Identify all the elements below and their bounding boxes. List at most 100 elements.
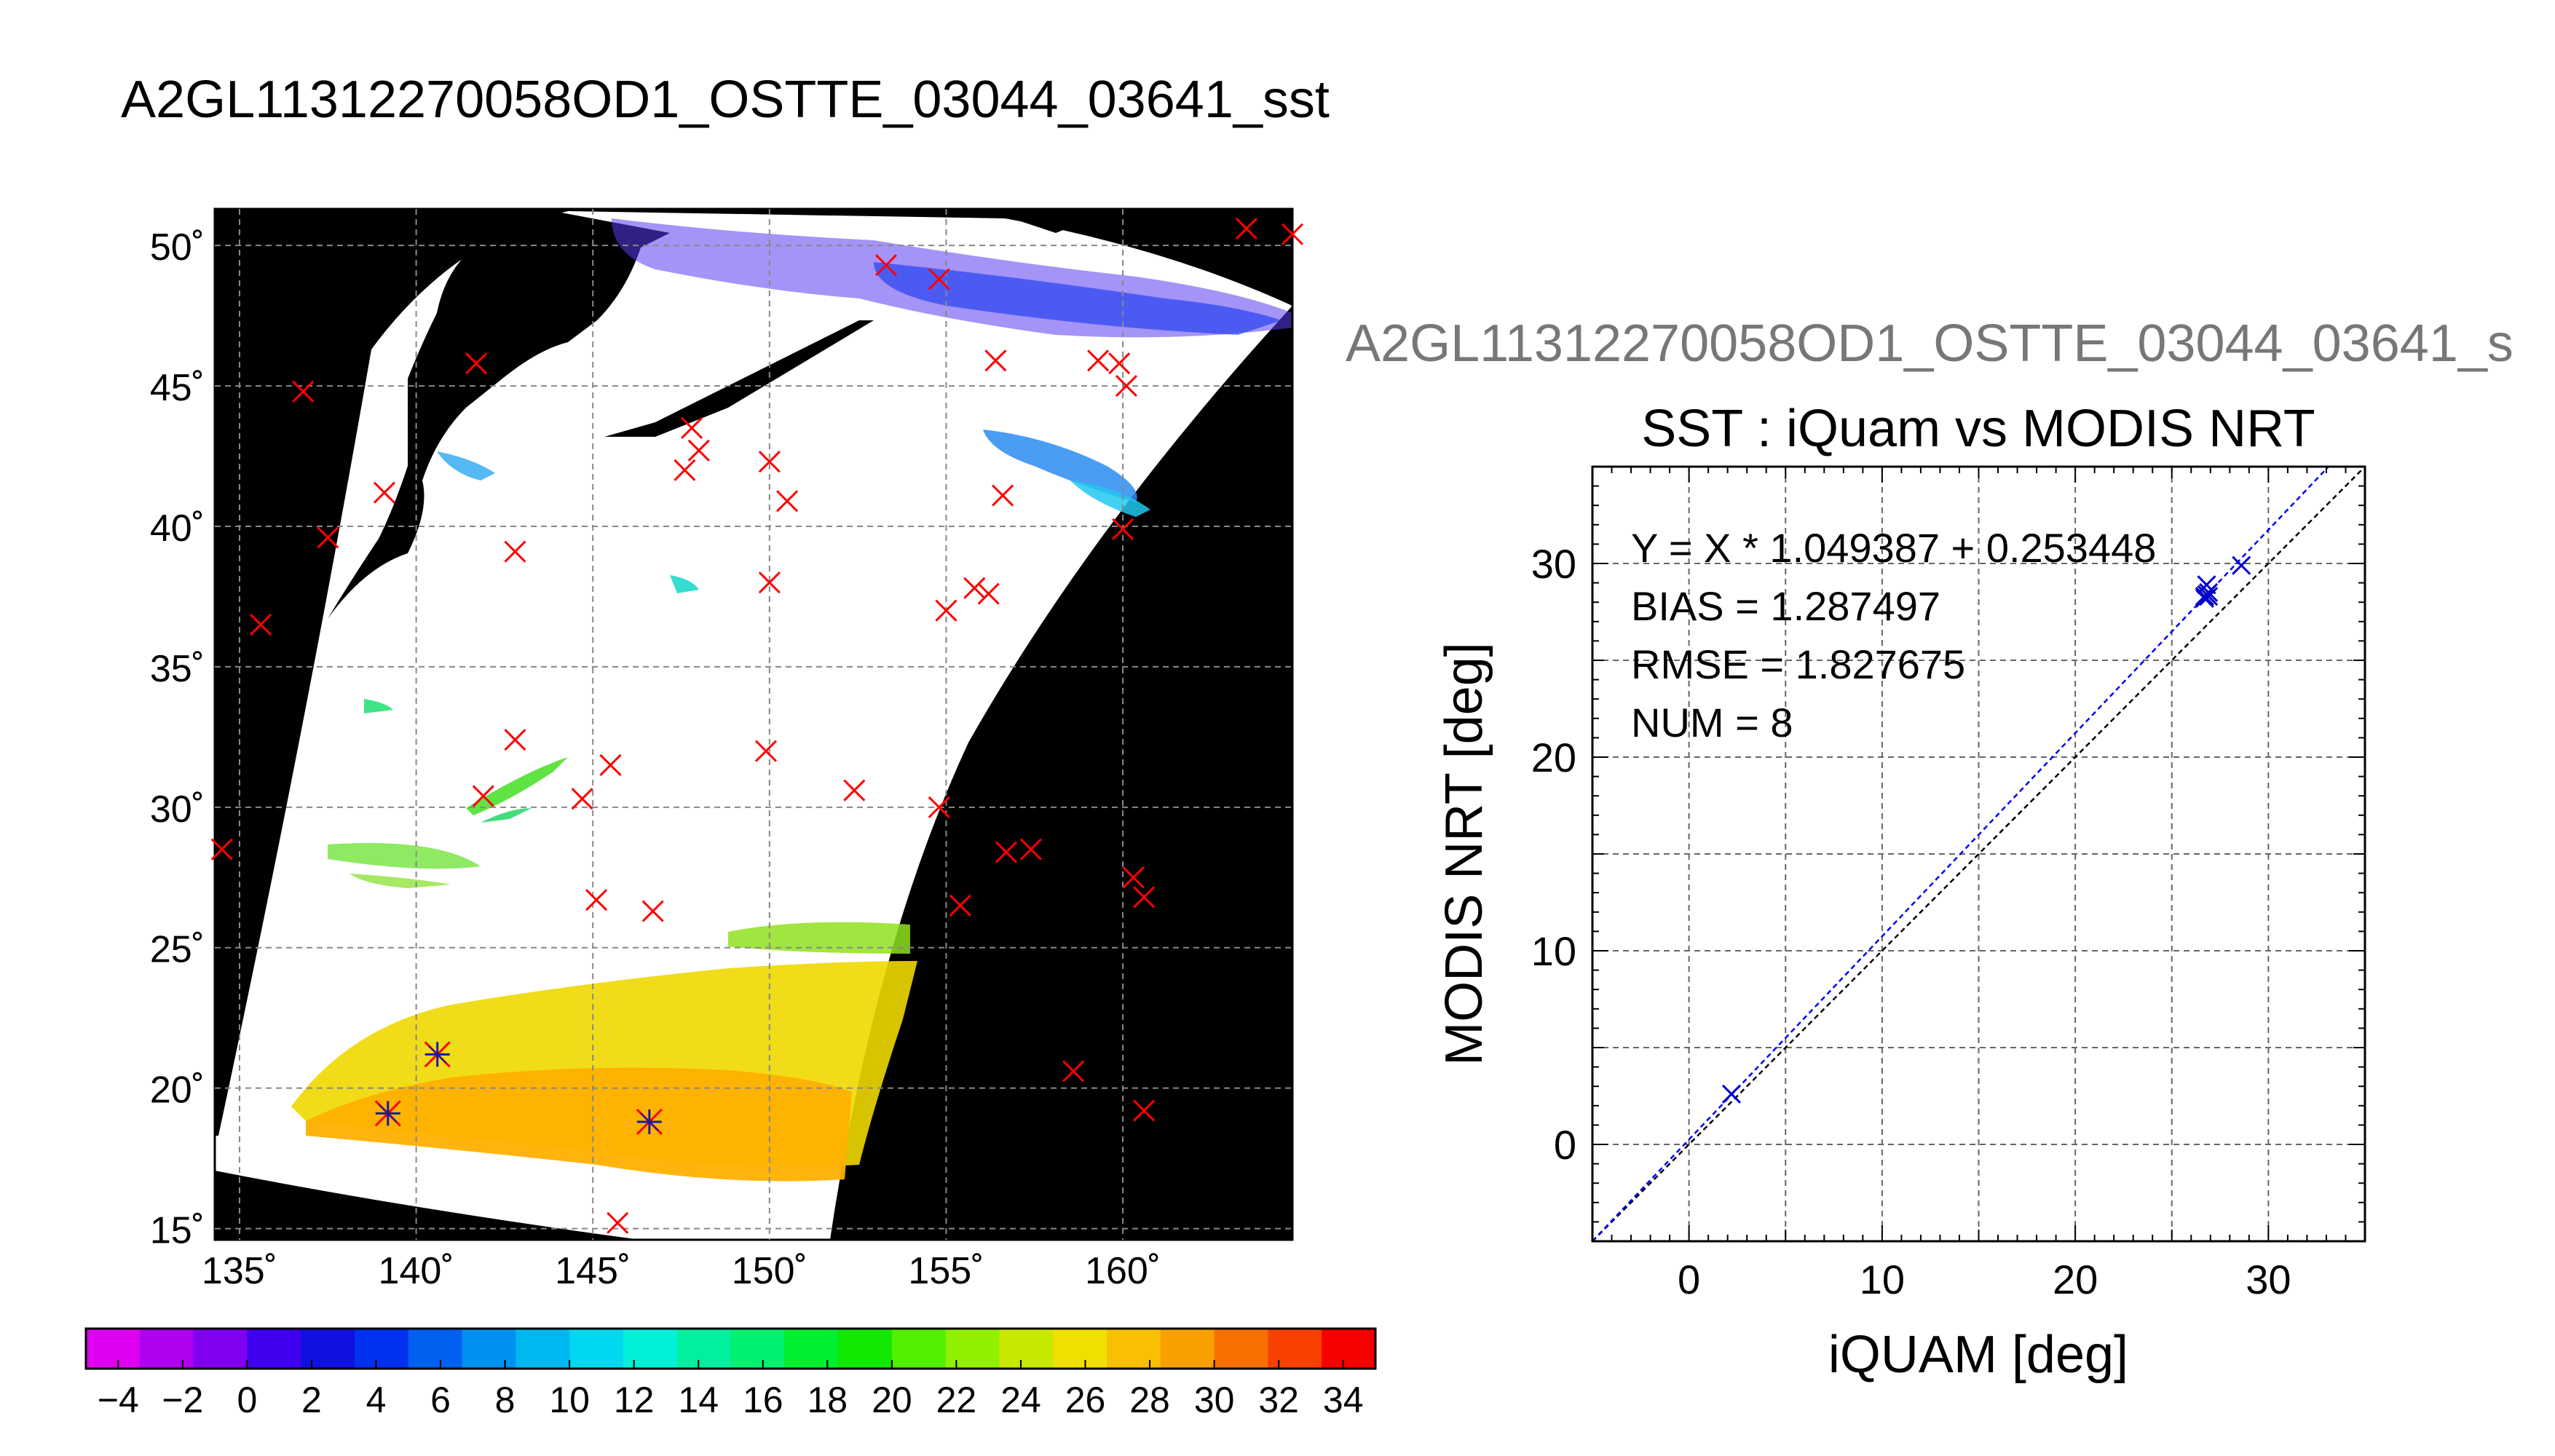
lon-tick-label: 150˚ [732,1250,807,1292]
lon-tick-label: 160˚ [1085,1250,1161,1292]
buoy-marker [250,613,272,636]
buoy-marker [1133,1099,1156,1122]
scatter-plot: 0 10 20 30 0 10 20 30 Y = X * 1.049387 + 0.253… [1435,465,2366,1384]
lon-tick-label: 140˚ [379,1250,454,1292]
land-sakhalin [502,211,553,313]
colorbar-tick-label: 0 [237,1380,257,1420]
colorbar-cell [676,1329,731,1369]
buoy-marker [1122,866,1145,889]
colorbar-cell [1268,1329,1322,1369]
buoy-marker [928,268,950,290]
y-tick-label: 0 [1554,1122,1576,1168]
colorbar-cell [999,1329,1054,1369]
lat-tick-label: 35˚ [150,648,205,690]
colorbar-tick-label: 30 [1194,1380,1235,1420]
lat-tick-label: 40˚ [150,507,205,550]
colorbar-cell [139,1329,194,1369]
buoy-marker [874,254,898,277]
y-tick-label: 30 [1531,541,1576,587]
lon-tick-label: 135˚ [202,1250,277,1292]
identity-line [1592,467,2365,1241]
colorbar-tick-label: 8 [495,1380,516,1420]
colorbar-tick-label: 2 [301,1380,322,1420]
buoy-marker [1235,217,1257,240]
buoy-marker [1133,886,1156,909]
colorbar-tick-label: 32 [1258,1380,1299,1420]
x-tick-label: 0 [1678,1257,1700,1302]
colorbar-cell [516,1329,570,1369]
x-tick-label: 30 [2246,1257,2291,1302]
scatter-ticks [1592,467,2365,1241]
buoy-marker [292,380,315,403]
colorbar-cell [569,1329,624,1369]
colorbar-cell [1053,1329,1107,1369]
matchup-marker [424,1041,451,1068]
colorbar-cell [623,1329,678,1369]
land-japan [328,211,670,619]
buoy-marker [641,900,664,922]
land-kamchatka [990,211,1092,233]
buoy-marker [935,599,957,622]
scatter-points [1721,555,2251,1104]
colorbar-cell [193,1329,248,1369]
colorbar-tick-label: 24 [1000,1380,1041,1420]
annotation-num: NUM = 8 [1631,700,1793,745]
y-axis-label: MODIS NRT [deg] [1435,642,1493,1066]
map-gridlines [215,209,1292,1240]
sst-colorbar: −4 −2 0 2 4 6 8 10 12 14 16 18 20 22 24 26 28 30 32 34 [84,1327,1377,1420]
scatter-point [2199,582,2219,602]
buoy-marker [758,571,781,594]
buoy-marker [317,526,339,549]
buoy-marker [1112,518,1134,540]
buoy-marker [1087,349,1110,372]
buoy-marker [585,889,608,911]
colorbar-cell [354,1329,409,1369]
buoy-marker [472,785,494,807]
buoy-marker [1062,1060,1085,1083]
buoy-marker [928,796,950,818]
colorbar-cell [1160,1329,1215,1369]
colorbar-cell [408,1329,463,1369]
lon-tick-label: 155˚ [908,1250,984,1292]
buoy-marker [843,779,866,802]
longitude-labels: 135˚ 140˚ 145˚ 150˚ 155˚ 160˚ [202,1250,1161,1292]
buoy-marker [210,838,233,860]
colorbar-tick-label: 4 [366,1380,387,1420]
buoy-marker [465,352,488,375]
buoy-marker [754,740,778,762]
scatter-gridlines [1592,467,2365,1241]
x-tick-labels: 0 10 20 30 [1678,1257,2291,1302]
colorbar-tick-label: 10 [549,1380,590,1420]
buoy-marker [504,540,526,563]
buoy-marker [599,753,622,777]
buoy-markers [210,217,1304,1234]
colorbar-tick-label: 12 [614,1380,655,1420]
scatter-point [2232,555,2251,575]
colorbar-cell [247,1329,301,1369]
colorbar-frame [84,1327,1377,1370]
buoy-marker [607,1211,629,1234]
buoy-marker [949,894,971,917]
x-tick-label: 10 [1860,1257,1905,1302]
colorbar-cell [838,1329,893,1369]
colorbar-cell [891,1329,947,1369]
buoy-marker [687,439,710,462]
buoy-marker [681,416,703,440]
colorbar-cell [1214,1329,1268,1369]
regression-line [1592,467,2330,1241]
matchup-marker [374,1100,401,1127]
scatter-point [2197,575,2216,595]
annotation-bias: BIAS = 1.287497 [1631,583,1940,629]
buoy-marker [963,577,986,599]
colorbar-tick-label: 28 [1129,1380,1170,1420]
page-title: A2GL11312270058OD1_OSTTE_03044_03641_sst [121,71,1330,129]
lat-tick-label: 15˚ [150,1210,205,1252]
buoy-marker [984,349,1007,372]
y-tick-label: 20 [1531,735,1576,780]
lat-tick-label: 25˚ [150,929,205,971]
buoy-marker [1019,838,1042,860]
colorbar-cell [784,1329,839,1369]
buoy-marker [776,490,799,513]
buoy-marker [1115,375,1137,397]
colorbar-tick-label: 26 [1065,1380,1106,1420]
